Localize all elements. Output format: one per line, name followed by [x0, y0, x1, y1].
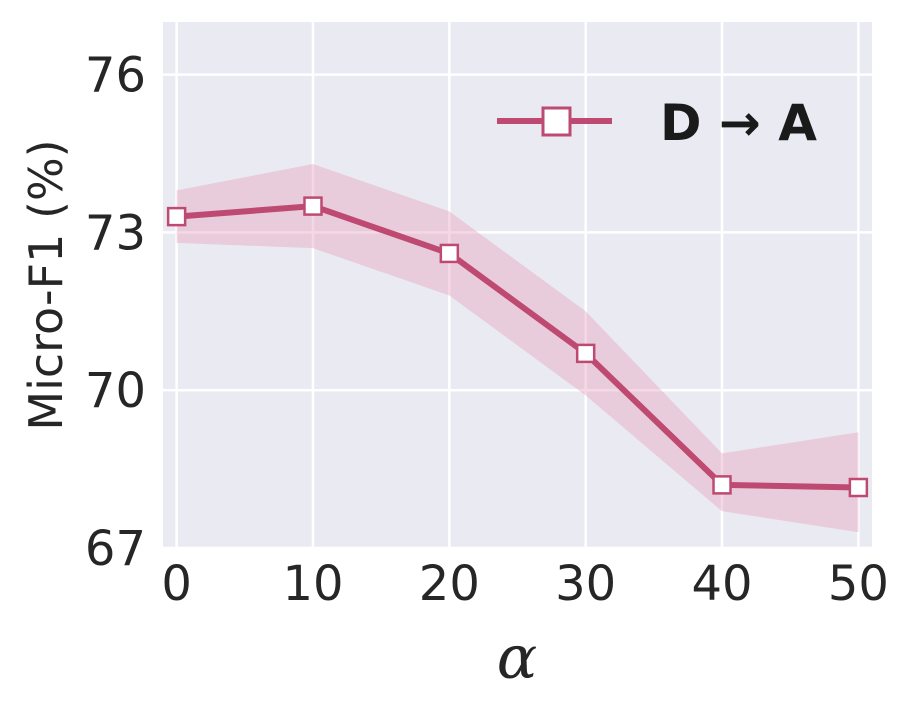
- x-axis-title: α: [497, 623, 538, 693]
- data-point-3: [575, 343, 596, 364]
- y-axis-title: Micro-F1 (%): [19, 139, 73, 430]
- data-point-5: [848, 477, 869, 498]
- y-tick-label-0: 67: [85, 521, 146, 577]
- y-tick-label-3: 76: [85, 48, 146, 104]
- x-tick-label-2: 20: [419, 556, 480, 612]
- x-tick-label-1: 10: [282, 556, 343, 612]
- grid-lines: [163, 22, 872, 550]
- x-tick-label-3: 30: [555, 556, 616, 612]
- series-line: [176, 203, 859, 491]
- confidence-band: [176, 164, 859, 533]
- x-tick-label-5: 50: [828, 556, 889, 612]
- y-tick-label-1: 70: [85, 363, 146, 419]
- data-points: [166, 196, 869, 498]
- x-tick-label-0: 0: [161, 556, 192, 612]
- data-point-0: [166, 206, 187, 227]
- data-point-2: [439, 243, 460, 264]
- x-tick-label-4: 40: [691, 556, 752, 612]
- series-polyline: [176, 203, 859, 491]
- x-tick-labels: 0 10 20 30 40 50: [161, 556, 889, 612]
- plot-background: [163, 22, 872, 548]
- data-point-1: [303, 196, 323, 216]
- legend: D → A: [497, 94, 817, 152]
- data-point-4: [712, 475, 732, 495]
- band-area: [176, 164, 859, 533]
- y-tick-labels: 67 70 73 76: [85, 48, 146, 577]
- y-tick-label-2: 73: [85, 205, 146, 261]
- legend-label: D → A: [660, 94, 817, 152]
- legend-marker: [541, 106, 572, 137]
